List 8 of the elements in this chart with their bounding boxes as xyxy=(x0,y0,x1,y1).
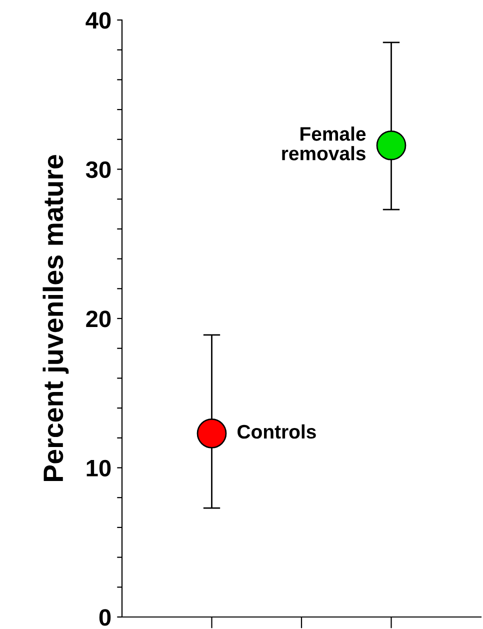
y-tick-label: 0 xyxy=(99,609,111,626)
y-tick-label: 10 xyxy=(86,460,111,477)
y-tick-label: 30 xyxy=(86,161,111,178)
y-axis-title: Percent juveniles mature xyxy=(42,155,69,482)
annotation: Controls xyxy=(238,424,316,439)
y-tick-label: 40 xyxy=(86,12,111,29)
annotation: Female removals xyxy=(282,126,366,160)
y-tick-label: 20 xyxy=(86,310,111,328)
